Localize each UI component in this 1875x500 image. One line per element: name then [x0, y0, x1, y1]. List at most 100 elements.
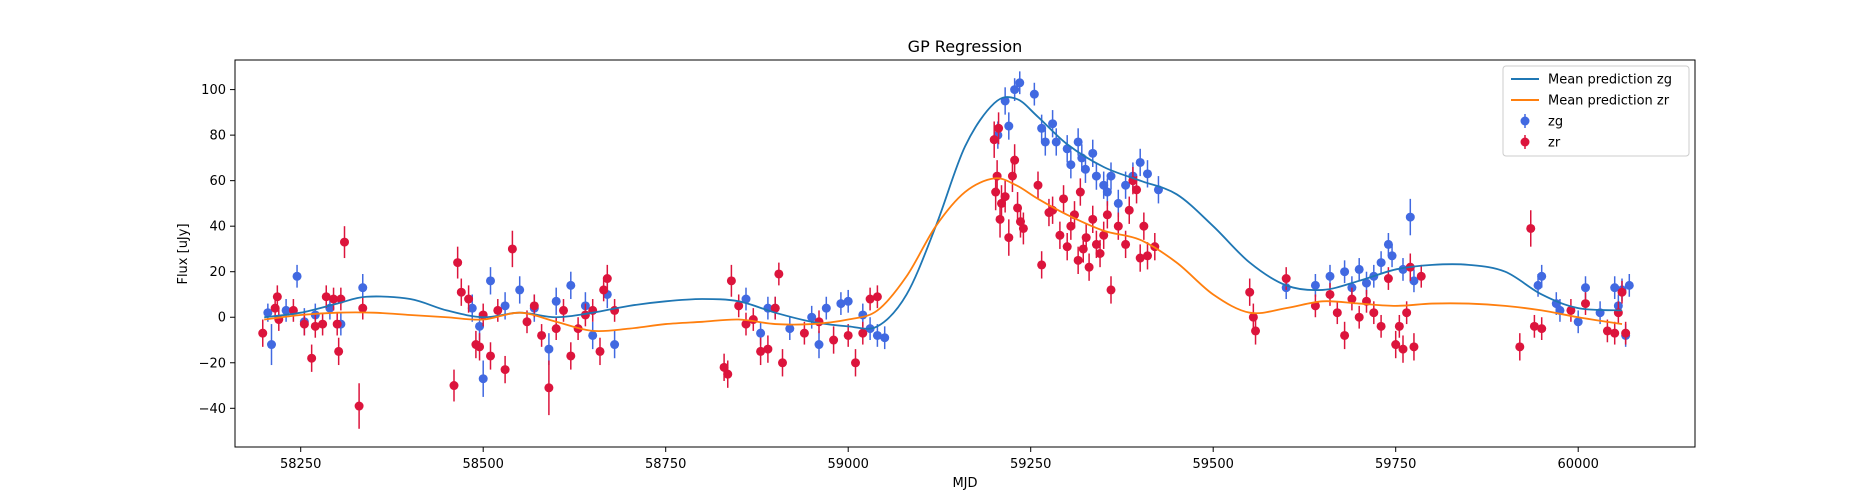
data-point-zr: [1007, 171, 1017, 181]
data-point-zg: [1048, 119, 1058, 129]
data-point-zr: [1281, 274, 1291, 284]
data-point-zg: [1000, 96, 1010, 106]
data-point-zg: [1387, 251, 1397, 261]
x-tick-label: 59750: [1375, 457, 1416, 472]
data-point-zr: [1095, 249, 1105, 258]
data-point-zg: [1310, 280, 1320, 290]
data-point-zg: [1581, 283, 1590, 293]
data-point-zg: [880, 333, 890, 343]
data-point-zg: [1099, 180, 1109, 190]
legend-swatch-marker: [1520, 116, 1530, 126]
data-point-zg: [475, 321, 485, 331]
data-point-zr: [321, 292, 331, 302]
data-point-zr: [1000, 192, 1010, 202]
data-point-zr: [1383, 274, 1393, 284]
legend-label: zg: [1548, 115, 1563, 130]
data-point-zg: [588, 330, 598, 340]
data-point-zr: [1037, 260, 1047, 270]
data-point-zr: [1515, 342, 1525, 352]
data-point-zr: [1621, 328, 1631, 338]
series-zg: [263, 71, 1634, 397]
y-tick-label: −20: [199, 356, 226, 371]
data-point-zr: [1102, 210, 1112, 220]
data-point-zg: [358, 283, 368, 293]
data-point-zg: [1376, 258, 1386, 268]
data-point-zr: [1369, 308, 1379, 318]
data-point-zr: [1248, 312, 1258, 322]
x-tick-label: 58250: [280, 457, 321, 472]
data-point-zr: [1416, 271, 1426, 281]
data-point-zr: [1566, 305, 1576, 315]
data-point-zr: [995, 214, 1005, 224]
data-point-zr: [475, 342, 485, 352]
data-point-zg: [263, 308, 273, 318]
data-point-zr: [1347, 294, 1357, 304]
data-point-zr: [719, 362, 729, 372]
data-point-zr: [500, 365, 510, 375]
x-tick-label: 59500: [1193, 457, 1234, 472]
data-point-zr: [741, 319, 751, 329]
data-point-zr: [329, 294, 339, 304]
data-point-zr: [1139, 221, 1149, 231]
data-point-zr: [770, 303, 780, 313]
data-point-zr: [354, 401, 364, 411]
data-point-zg: [478, 374, 488, 384]
data-point-zr: [994, 123, 1004, 133]
data-point-zr: [1018, 223, 1028, 233]
data-point-zg: [814, 340, 824, 350]
data-point-zr: [453, 258, 463, 268]
data-point-zg: [1533, 280, 1543, 290]
legend-label: Mean prediction zr: [1548, 94, 1670, 109]
data-point-zr: [723, 369, 733, 379]
data-point-zr: [991, 187, 1001, 197]
data-point-zr: [1617, 287, 1627, 297]
x-axis: 58250 58500 58750 59000 59250 59500 59750 60000: [280, 447, 1599, 472]
data-point-zr: [599, 285, 609, 295]
data-point-zr: [1081, 233, 1091, 243]
data-point-zg: [1325, 271, 1335, 281]
data-point-zr: [1610, 328, 1620, 338]
data-point-zg: [1409, 276, 1419, 286]
data-point-zr: [763, 344, 773, 354]
data-point-zr: [1088, 214, 1098, 224]
data-point-zr: [1376, 321, 1386, 331]
data-point-zr: [1245, 287, 1255, 297]
data-point-zg: [1573, 317, 1583, 327]
data-point-zr: [595, 346, 605, 356]
data-point-zg: [1362, 278, 1371, 288]
data-point-zr: [272, 292, 282, 302]
y-tick-label: 0: [218, 311, 226, 326]
y-tick-label: 40: [209, 220, 226, 235]
data-point-zr: [1143, 251, 1152, 261]
data-point-zg: [610, 340, 620, 350]
series-zr: [258, 112, 1631, 429]
data-point-zr: [858, 328, 868, 338]
data-point-zg: [1015, 78, 1025, 88]
data-point-zg: [1004, 121, 1014, 131]
data-point-zr: [989, 135, 999, 145]
legend: Mean prediction zg Mean prediction zr zg zr: [1502, 65, 1690, 157]
data-point-zr: [1055, 230, 1065, 240]
data-point-zr: [529, 301, 539, 311]
data-point-zr: [774, 269, 784, 279]
data-point-zr: [1325, 289, 1335, 299]
data-point-zr: [851, 358, 860, 368]
data-point-zr: [1354, 312, 1364, 322]
data-point-zr: [456, 287, 466, 297]
data-point-zr: [1529, 321, 1539, 331]
data-point-zg: [1102, 187, 1112, 197]
data-point-zg: [1113, 198, 1123, 208]
plot-area: [258, 71, 1634, 429]
data-point-zg: [1091, 171, 1101, 181]
y-axis: −40 −20 0 20 40 60 80 100: [199, 83, 235, 417]
data-point-zr: [1004, 233, 1014, 243]
data-point-zr: [1066, 221, 1076, 231]
data-point-zr: [464, 294, 474, 304]
data-point-zr: [1059, 194, 1069, 204]
data-point-zr: [829, 335, 839, 345]
data-point-zg: [1073, 137, 1083, 147]
chart-title: GP Regression: [908, 37, 1023, 56]
data-point-zr: [566, 351, 576, 361]
data-point-zg: [1610, 283, 1620, 293]
